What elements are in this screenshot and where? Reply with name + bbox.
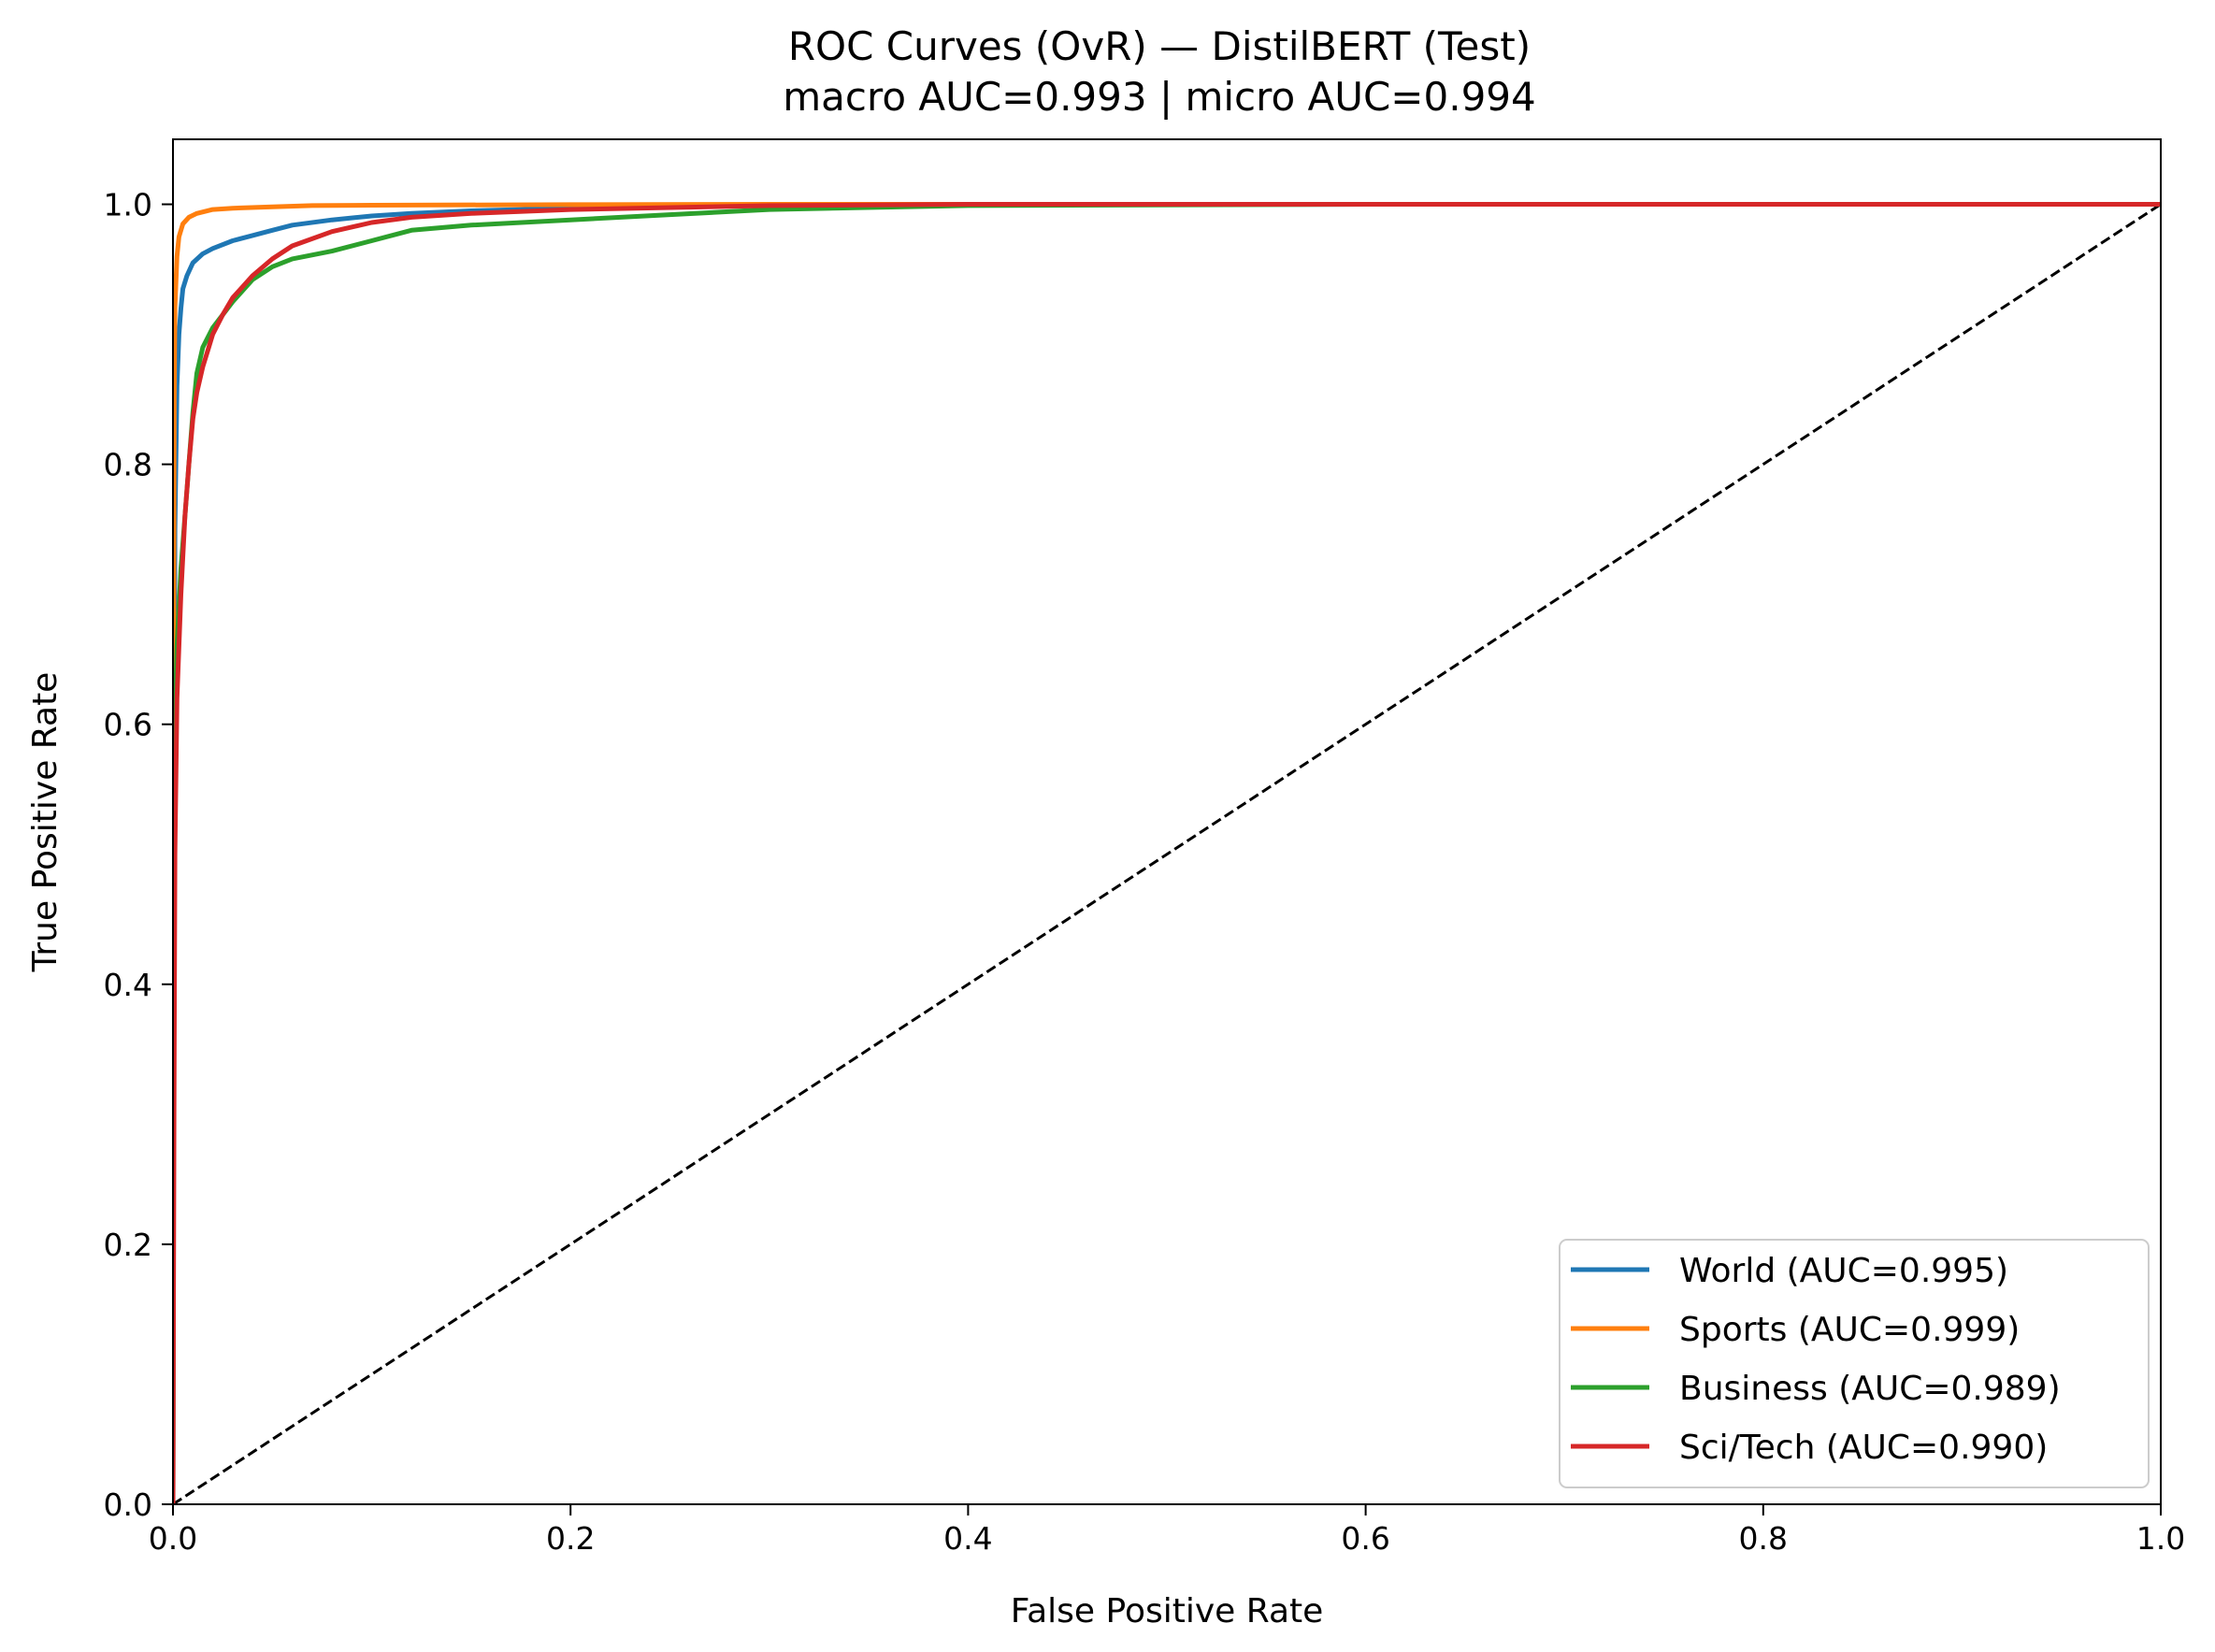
roc-curve-sci-tech xyxy=(173,202,2161,1504)
legend-label-sci-tech: Sci/Tech (AUC=0.990) xyxy=(1679,1429,2048,1467)
legend-label-business: Business (AUC=0.989) xyxy=(1679,1370,2061,1408)
plot-frame xyxy=(172,138,2162,1505)
x-tick-label: 1.0 xyxy=(2136,1520,2185,1557)
x-tick-label: 0.0 xyxy=(149,1520,197,1557)
y-axis-label: True Positive Rate xyxy=(26,672,65,973)
legend-box xyxy=(1559,1239,2150,1488)
chance-diagonal-line xyxy=(173,203,2161,1504)
chart-subtitle: macro AUC=0.993 | micro AUC=0.994 xyxy=(783,74,1536,120)
x-tick-label: 0.2 xyxy=(546,1520,595,1557)
y-tick-label: 0.6 xyxy=(104,707,152,743)
y-tick-label: 0.4 xyxy=(104,967,152,1003)
roc-curve-sports xyxy=(173,202,2161,1504)
legend-label-sports: Sports (AUC=0.999) xyxy=(1679,1311,2020,1349)
x-tick-label: 0.8 xyxy=(1739,1520,1788,1557)
x-axis-label: False Positive Rate xyxy=(1011,1592,1324,1630)
x-tick-label: 0.6 xyxy=(1341,1520,1389,1557)
y-axis: 0.0 0.2 0.4 0.6 0.8 1.0 xyxy=(104,187,173,1523)
legend: World (AUC=0.995) Sports (AUC=0.999) Busin… xyxy=(1559,1239,2150,1488)
y-tick-label: 1.0 xyxy=(104,187,152,223)
x-tick-label: 0.4 xyxy=(943,1520,992,1557)
x-axis: 0.0 0.2 0.4 0.6 0.8 1.0 xyxy=(149,1504,2185,1557)
y-tick-label: 0.0 xyxy=(104,1487,152,1523)
y-tick-label: 0.8 xyxy=(104,447,152,483)
curves-layer xyxy=(173,202,2161,1504)
y-tick-label: 0.2 xyxy=(104,1227,152,1263)
plot-area xyxy=(172,138,2162,1505)
legend-label-world: World (AUC=0.995) xyxy=(1679,1252,2008,1290)
chart-title: ROC Curves (OvR) — DistilBERT (Test) xyxy=(788,23,1531,69)
